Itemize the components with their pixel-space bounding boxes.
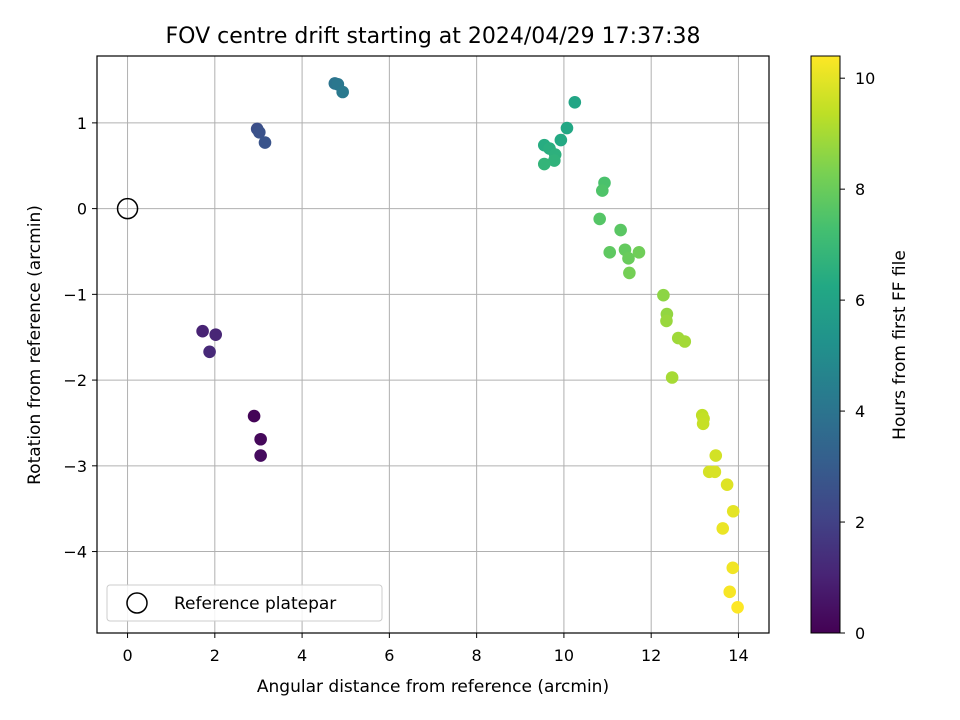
data-point bbox=[560, 121, 574, 135]
data-point bbox=[622, 252, 635, 265]
data-point bbox=[632, 246, 646, 259]
data-point bbox=[720, 478, 734, 491]
reference-platepar-marker bbox=[116, 197, 139, 220]
y-tick-label: −1 bbox=[63, 285, 87, 304]
data-point bbox=[716, 522, 730, 535]
data-point bbox=[614, 223, 627, 237]
legend-marker-icon bbox=[126, 592, 148, 614]
colorbar-tick-label: 10 bbox=[855, 69, 875, 88]
y-axis-ticks: 1 0 −1 −2 −3 −4 bbox=[63, 114, 97, 562]
data-point bbox=[196, 324, 209, 338]
data-point bbox=[203, 345, 216, 359]
data-point bbox=[568, 95, 582, 109]
y-tick-label: −4 bbox=[63, 543, 87, 562]
data-point bbox=[548, 154, 561, 167]
data-point bbox=[709, 449, 723, 462]
plot-frame bbox=[96, 55, 770, 634]
x-tick-label: 10 bbox=[554, 646, 574, 665]
data-points bbox=[196, 77, 744, 614]
grid bbox=[97, 56, 769, 633]
data-point bbox=[660, 314, 673, 328]
colorbar-tick-label: 6 bbox=[855, 291, 865, 310]
colorbar-tick-label: 8 bbox=[855, 180, 865, 199]
data-point bbox=[537, 157, 551, 171]
colorbar-tick-label: 4 bbox=[855, 402, 865, 421]
x-tick-label: 4 bbox=[297, 646, 307, 665]
colorbar-tick-label: 2 bbox=[855, 513, 865, 532]
data-point bbox=[726, 561, 740, 575]
data-point bbox=[657, 288, 670, 302]
y-tick-label: −3 bbox=[63, 457, 87, 476]
data-point bbox=[258, 136, 272, 149]
data-point bbox=[678, 335, 692, 348]
legend-label: Reference platepar bbox=[174, 594, 336, 614]
y-axis-label: Rotation from reference (arcmin) bbox=[25, 205, 45, 485]
x-axis-label: Angular distance from reference (arcmin) bbox=[257, 677, 609, 697]
chart-title: FOV centre drift starting at 2024/04/29 … bbox=[166, 24, 701, 49]
x-tick-label: 14 bbox=[728, 646, 748, 665]
data-point bbox=[254, 432, 267, 446]
colorbar-ticks: 0 2 4 6 8 10 bbox=[840, 69, 875, 643]
data-point bbox=[593, 212, 606, 226]
data-point bbox=[596, 184, 609, 197]
legend: Reference platepar bbox=[106, 584, 383, 622]
data-point bbox=[554, 133, 568, 147]
data-point bbox=[247, 409, 261, 423]
data-point bbox=[696, 417, 710, 431]
x-tick-label: 6 bbox=[384, 646, 394, 665]
colorbar-label: Hours from first FF file bbox=[890, 250, 910, 440]
data-point bbox=[336, 85, 349, 99]
y-tick-label: −2 bbox=[63, 371, 87, 390]
data-point bbox=[723, 585, 737, 599]
data-point bbox=[209, 328, 222, 341]
data-point bbox=[253, 126, 266, 139]
data-point bbox=[731, 600, 744, 614]
data-point bbox=[603, 246, 617, 259]
y-tick-label: 1 bbox=[77, 114, 87, 133]
x-axis-ticks: 0 2 4 6 8 10 12 14 bbox=[122, 633, 749, 665]
data-point bbox=[665, 371, 679, 384]
x-tick-label: 0 bbox=[122, 646, 132, 665]
x-tick-label: 12 bbox=[641, 646, 661, 665]
y-tick-label: 0 bbox=[77, 200, 87, 219]
data-point bbox=[254, 449, 267, 462]
colorbar-tick-label: 0 bbox=[855, 624, 865, 643]
colorbar bbox=[810, 55, 841, 634]
data-point bbox=[623, 266, 636, 280]
x-tick-label: 2 bbox=[210, 646, 220, 665]
data-point bbox=[708, 465, 722, 479]
x-tick-label: 8 bbox=[472, 646, 482, 665]
legend-box bbox=[106, 584, 383, 622]
data-point bbox=[726, 504, 740, 518]
